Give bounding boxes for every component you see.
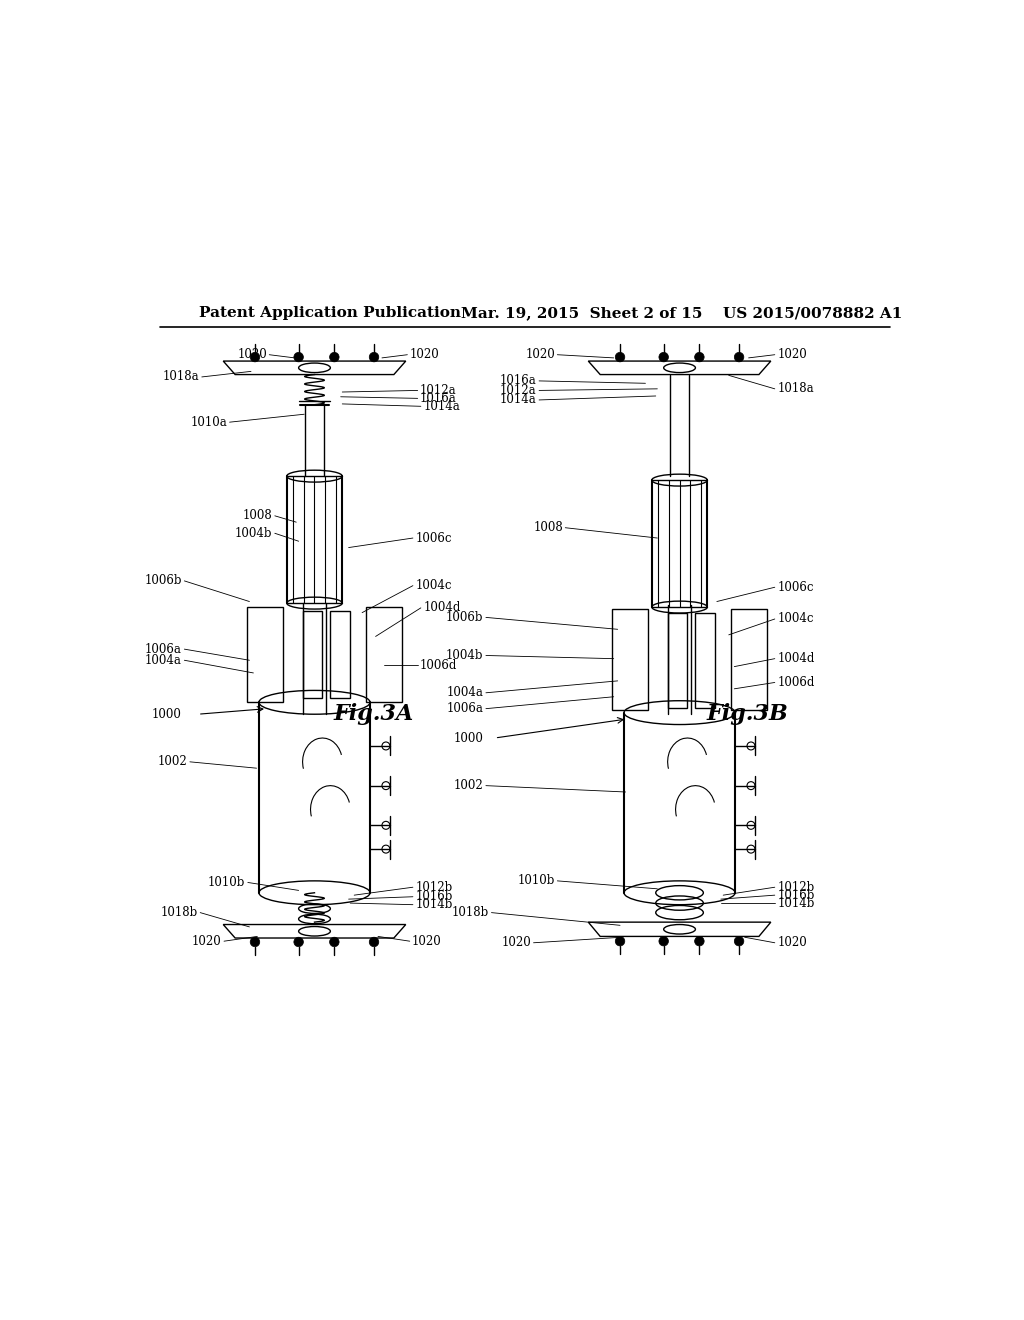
Text: 1006a: 1006a <box>446 702 483 715</box>
Text: 1020: 1020 <box>191 935 221 948</box>
Text: 1016b: 1016b <box>416 890 453 903</box>
Text: 1018b: 1018b <box>161 906 198 919</box>
Text: 1002: 1002 <box>158 755 187 768</box>
Text: 1012b: 1012b <box>777 880 814 894</box>
Circle shape <box>658 936 669 946</box>
Text: 1004d: 1004d <box>777 652 814 665</box>
Text: 1020: 1020 <box>410 348 439 362</box>
Circle shape <box>734 352 743 362</box>
Text: 1020: 1020 <box>525 348 555 362</box>
Text: 1010a: 1010a <box>190 416 227 429</box>
Text: 1016a: 1016a <box>420 392 457 405</box>
Text: 1016a: 1016a <box>500 375 537 387</box>
Text: US 2015/0078882 A1: US 2015/0078882 A1 <box>723 306 902 321</box>
Text: 1000: 1000 <box>454 731 483 744</box>
Text: 1006d: 1006d <box>420 659 458 672</box>
Text: Patent Application Publication: Patent Application Publication <box>200 306 462 321</box>
Text: Fig.3B: Fig.3B <box>707 704 787 725</box>
Text: 1006d: 1006d <box>777 676 814 689</box>
Text: 1012a: 1012a <box>500 384 537 397</box>
Circle shape <box>294 937 303 946</box>
Circle shape <box>330 352 339 362</box>
Circle shape <box>370 352 379 362</box>
Text: 1004d: 1004d <box>423 602 461 614</box>
Text: 1014a: 1014a <box>500 393 537 407</box>
Text: 1020: 1020 <box>777 348 807 362</box>
Text: 1006c: 1006c <box>777 581 814 594</box>
Circle shape <box>734 936 743 946</box>
Text: 1006b: 1006b <box>144 574 182 587</box>
Text: 1000: 1000 <box>153 708 182 721</box>
Text: 1014a: 1014a <box>423 400 460 413</box>
Circle shape <box>250 937 260 946</box>
Text: 1020: 1020 <box>777 936 807 949</box>
Text: 1008: 1008 <box>243 510 272 523</box>
Text: 1004c: 1004c <box>777 612 814 626</box>
Text: 1006b: 1006b <box>446 611 483 624</box>
Text: 1018a: 1018a <box>777 383 814 396</box>
Text: 1010b: 1010b <box>208 876 246 888</box>
Text: 1004a: 1004a <box>446 686 483 700</box>
Circle shape <box>615 936 625 946</box>
Text: 1018b: 1018b <box>452 906 489 919</box>
Circle shape <box>294 352 303 362</box>
Text: 1010b: 1010b <box>517 874 555 887</box>
Text: 1020: 1020 <box>412 935 442 948</box>
Circle shape <box>615 352 625 362</box>
Circle shape <box>658 352 669 362</box>
Circle shape <box>330 937 339 946</box>
Circle shape <box>694 352 705 362</box>
Text: 1002: 1002 <box>454 779 483 792</box>
Circle shape <box>250 352 260 362</box>
Text: 1004a: 1004a <box>145 653 182 667</box>
Circle shape <box>370 937 379 946</box>
Text: 1006a: 1006a <box>145 643 182 656</box>
Text: 1006c: 1006c <box>416 532 452 545</box>
Text: 1004c: 1004c <box>416 579 452 593</box>
Text: 1018a: 1018a <box>163 371 200 383</box>
Text: 1008: 1008 <box>534 521 563 535</box>
Text: 1014b: 1014b <box>777 896 814 909</box>
Text: Fig.3A: Fig.3A <box>334 704 414 725</box>
Text: 1004b: 1004b <box>446 649 483 663</box>
Text: Mar. 19, 2015  Sheet 2 of 15: Mar. 19, 2015 Sheet 2 of 15 <box>461 306 702 321</box>
Text: 1004b: 1004b <box>234 527 272 540</box>
Text: 1020: 1020 <box>238 348 267 362</box>
Text: 1014b: 1014b <box>416 898 453 911</box>
Circle shape <box>694 936 705 946</box>
Text: 1012b: 1012b <box>416 880 453 894</box>
Text: 1020: 1020 <box>502 936 531 949</box>
Text: 1012a: 1012a <box>420 384 457 397</box>
Text: 1016b: 1016b <box>777 888 814 902</box>
